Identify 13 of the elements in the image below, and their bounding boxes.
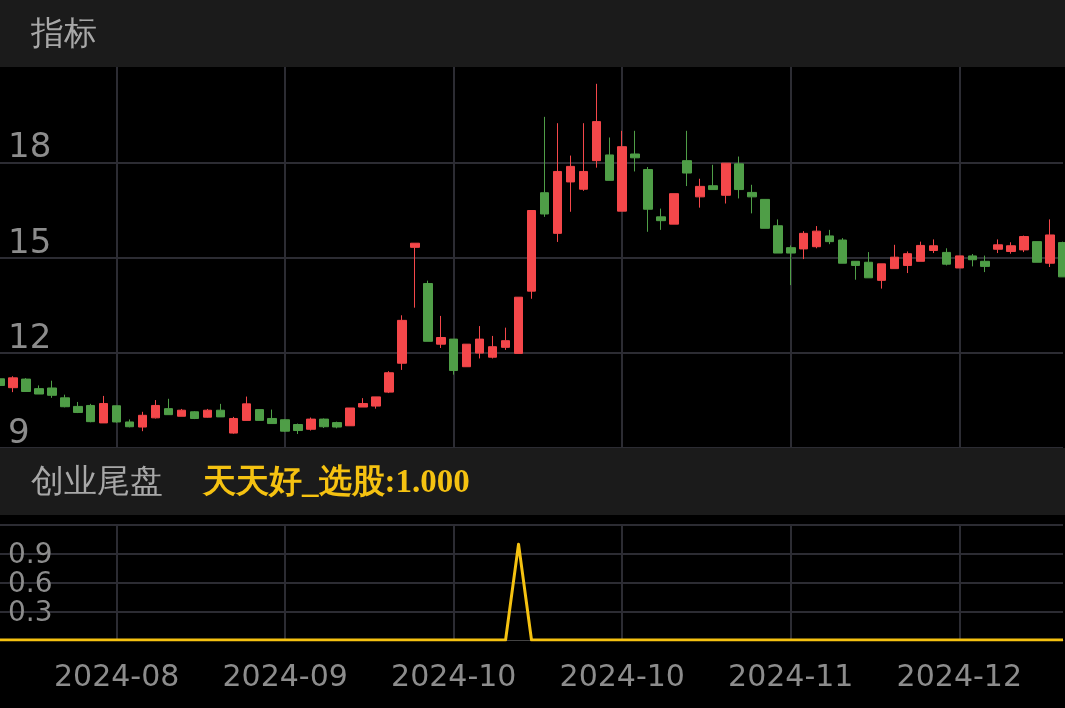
x-tick-label: 2024-10 [559,657,685,693]
x-tick-label: 2024-08 [53,657,180,693]
x-tick-label: 2024-10 [391,657,517,693]
x-tick-label: 2024-12 [896,657,1022,693]
y-tick-label: 18 [8,125,52,166]
x-tick-label: 2024-11 [728,657,854,693]
y-tick-label: 15 [8,220,52,261]
y-tick-label: 9 [8,411,30,451]
y-tick-label: 12 [8,315,52,356]
x-tick-label: 2024-09 [222,657,348,693]
chart-title: 指标 [31,12,97,54]
text: 天天好_选股:1.000 [203,462,470,501]
chart-title: 创业尾盘 [31,460,163,502]
